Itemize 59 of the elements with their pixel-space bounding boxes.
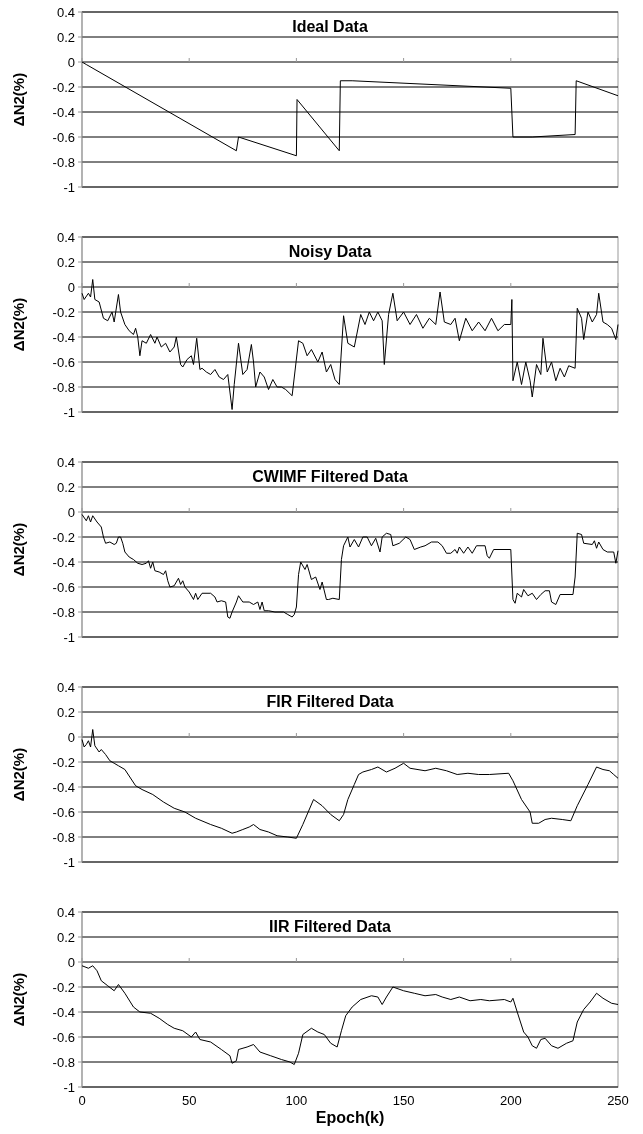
y-tick-label: 0.4 [56, 904, 75, 920]
y-tick-label: -0.6 [52, 354, 75, 370]
y-tick-label: 0.4 [56, 454, 75, 470]
y-tick-label: -1 [63, 404, 75, 420]
y-tick-label: -0.6 [52, 1029, 75, 1045]
y-tick-label: -1 [63, 629, 75, 645]
y-tick-label: -0.6 [52, 804, 75, 820]
y-tick-label: 0 [67, 54, 75, 70]
y-tick-label: -0.4 [52, 329, 75, 345]
x-tick-label: 100 [285, 1093, 308, 1108]
x-tick-label: 50 [181, 1093, 197, 1108]
y-tick-label: 0 [67, 729, 75, 745]
y-tick-label: 0.4 [56, 229, 75, 245]
chart-title: Ideal Data [292, 18, 368, 35]
y-axis-title: ΔN2(%) [10, 297, 27, 352]
y-tick-label: 0 [67, 279, 75, 295]
y-tick-label: 0.4 [56, 679, 75, 695]
y-tick-label: -0.4 [52, 1004, 75, 1020]
x-tick-label: 150 [392, 1093, 415, 1108]
y-tick-label: -0.2 [52, 304, 75, 320]
y-tick-label: 0.4 [56, 4, 75, 20]
line-series [81, 965, 619, 1065]
chart-title: FIR Filtered Data [266, 693, 394, 710]
y-axis-title: ΔN2(%) [10, 522, 27, 577]
y-axis-title: ΔN2(%) [10, 972, 27, 1027]
x-tick-label: 0 [78, 1093, 86, 1108]
chart-title: IIR Filtered Data [269, 918, 391, 935]
y-tick-label: -0.2 [52, 79, 75, 95]
y-tick-label: -0.6 [52, 129, 75, 145]
y-tick-label: 0.2 [56, 254, 75, 270]
y-tick-label: -0.8 [52, 604, 75, 620]
y-tick-label: -1 [63, 179, 75, 195]
y-tick-label: -0.8 [52, 829, 75, 845]
chart-title: Noisy Data [288, 243, 372, 260]
line-series [81, 279, 619, 410]
x-tick-label: 250 [607, 1093, 629, 1108]
y-tick-label: -0.2 [52, 979, 75, 995]
y-tick-label: -0.4 [52, 104, 75, 120]
y-tick-label: -1 [63, 854, 75, 870]
y-tick-label: -1 [63, 1079, 75, 1095]
y-tick-label: -0.4 [52, 554, 75, 570]
y-tick-label: -0.6 [52, 579, 75, 595]
chart-title: CWIMF Filtered Data [252, 468, 408, 485]
y-tick-label: -0.8 [52, 154, 75, 170]
y-tick-label: 0.2 [56, 479, 75, 495]
y-tick-label: 0 [67, 954, 75, 970]
x-axis-title: Epoch(k) [315, 1109, 385, 1126]
y-axis-title: ΔN2(%) [10, 72, 27, 127]
y-tick-label: -0.4 [52, 779, 75, 795]
y-tick-label: -0.8 [52, 379, 75, 395]
x-tick-label: 200 [499, 1093, 522, 1108]
y-tick-label: 0.2 [56, 29, 75, 45]
y-tick-label: -0.8 [52, 1054, 75, 1070]
y-tick-label: 0.2 [56, 929, 75, 945]
y-tick-label: 0.2 [56, 704, 75, 720]
y-axis-title: ΔN2(%) [10, 747, 27, 802]
y-tick-label: 0 [67, 504, 75, 520]
y-tick-label: -0.2 [52, 754, 75, 770]
y-tick-label: -0.2 [52, 529, 75, 545]
